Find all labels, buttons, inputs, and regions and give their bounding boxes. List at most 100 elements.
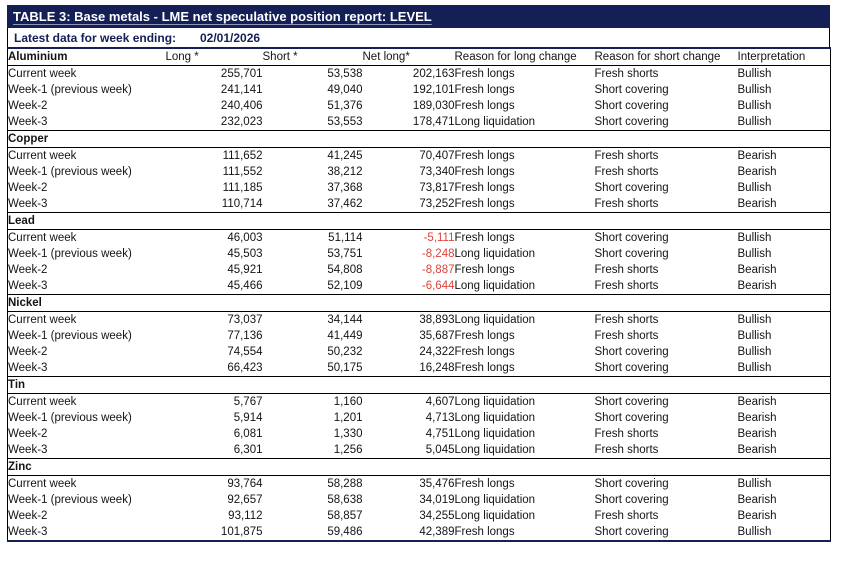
interpretation-value: Bearish (737, 196, 831, 213)
long-value: 93,112 (228, 510, 263, 522)
short-value: 54,808 (327, 264, 363, 276)
table-row: Current week 5,767 1,160 4,607 Long liquidat… (8, 394, 831, 411)
net-long-value: 35,476 (419, 478, 455, 490)
interpretation-value: Bullish (737, 68, 772, 80)
metal-section-row: Tin (7, 376, 831, 394)
reason-short-change: Short covering (594, 526, 669, 538)
interpretation-value: Bullish (737, 330, 772, 342)
table-row: Week-3 66,423 50,175 16,248 Fresh longs Short… (7, 360, 831, 377)
interpretation-value: Bullish (737, 114, 831, 131)
reason-long-change: Long liquidation (454, 396, 536, 408)
reason-long-change: Long liquidation (454, 278, 595, 295)
short-value: 58,857 (327, 510, 363, 522)
long-value: 45,466 (165, 278, 263, 295)
report-table-frame: TABLE 3: Base metals - LME net speculati… (7, 5, 831, 542)
reason-short-change: Short covering (594, 114, 738, 131)
table-row: Current week 255,701 53,538 202,163 Fresh lo… (8, 66, 831, 83)
short-value: 34,144 (327, 314, 363, 326)
interpretation-value: Bearish (737, 166, 777, 178)
table-row: Week-2 74,554 50,232 24,322 Fresh longs Short… (8, 344, 831, 360)
interpretation-value: Bullish (737, 100, 772, 112)
metal-name: Nickel (7, 294, 831, 312)
reason-short-change: Fresh shorts (594, 278, 738, 295)
positions-table: Aluminium Long * Short * Net long* Reason fo… (7, 47, 831, 542)
week-label: Week-1 (previous week) (8, 494, 132, 506)
table-row: Week-1 (previous week) 45,503 53,751 -8,248… (8, 246, 831, 262)
week-label: Week-2 (8, 264, 48, 276)
week-ending-date: 02/01/2026 (200, 30, 261, 45)
long-value: 6,081 (233, 428, 263, 440)
short-value: 58,638 (327, 494, 363, 506)
net-long-value: 73,252 (362, 196, 455, 213)
reason-long-change: Fresh longs (454, 264, 515, 276)
column-header-row: Aluminium Long * Short * Net long* Reason fo… (7, 48, 831, 66)
short-value: 41,449 (327, 330, 363, 342)
interpretation-value: Bullish (737, 232, 772, 244)
page-title: TABLE 3: Base metals - LME net speculati… (13, 9, 432, 24)
net-long-value: 4,713 (425, 412, 455, 424)
reason-long-change: Fresh longs (454, 182, 515, 194)
long-value: 232,023 (165, 114, 263, 131)
long-value: 74,554 (227, 346, 263, 358)
column-header-long: Long * (165, 48, 263, 66)
long-value: 93,764 (227, 478, 263, 490)
long-value: 45,503 (227, 248, 263, 260)
table-row: Week-1 (previous week) 5,914 1,201 4,713 Lon… (8, 410, 831, 426)
metal-name: Aluminium (7, 48, 166, 66)
table-row: Week-3 110,714 37,462 73,252 Fresh longs Fres… (7, 196, 831, 213)
interpretation-value: Bearish (737, 150, 777, 162)
reason-long-change: Long liquidation (454, 248, 536, 260)
net-long-value: 202,163 (412, 68, 455, 80)
long-value: 241,141 (220, 84, 263, 96)
net-long-value: -6,644 (362, 278, 455, 295)
net-long-value: 189,030 (412, 100, 455, 112)
week-label: Week-1 (previous week) (8, 412, 132, 424)
reason-short-change: Fresh shorts (594, 264, 659, 276)
reason-long-change: Long liquidation (454, 114, 595, 131)
week-label: Week-3 (7, 278, 166, 295)
week-label: Week-2 (8, 428, 48, 440)
long-value: 73,037 (227, 314, 263, 326)
net-long-value: -5,111 (423, 232, 455, 244)
positions-table-body: Aluminium Long * Short * Net long* Reason fo… (7, 48, 831, 541)
interpretation-value: Bearish (737, 494, 777, 506)
short-value: 37,462 (262, 196, 363, 213)
week-ending-label: Latest data for week ending: (14, 30, 177, 45)
reason-long-change: Fresh longs (454, 232, 515, 244)
reason-short-change: Short covering (594, 248, 669, 260)
reason-long-change: Fresh longs (454, 196, 595, 213)
reason-short-change: Short covering (594, 346, 669, 358)
interpretation-value: Bullish (737, 526, 772, 538)
short-value: 53,538 (327, 68, 363, 80)
table-row: Week-2 111,185 37,368 73,817 Fresh longs Shor… (8, 180, 831, 196)
column-header-net-long: Net long* (362, 48, 455, 66)
table-row: Current week 73,037 34,144 38,893 Long liqui… (8, 312, 831, 329)
interpretation-value: Bullish (737, 360, 831, 377)
reason-long-change: Fresh longs (454, 478, 515, 490)
short-value: 53,751 (327, 248, 363, 260)
table-row: Week-3 6,301 1,256 5,045 Long liquidation Fre… (7, 442, 831, 459)
reason-short-change: Short covering (594, 84, 669, 96)
interpretation-value: Bearish (737, 510, 777, 522)
reason-short-change: Short covering (594, 396, 669, 408)
metal-name: Tin (7, 376, 831, 394)
short-value: 1,256 (262, 442, 363, 459)
short-value: 59,486 (327, 526, 363, 538)
title-bar: TABLE 3: Base metals - LME net speculati… (7, 5, 830, 28)
table-row: Week-1 (previous week) 77,136 41,449 35,687… (8, 328, 831, 344)
long-value: 46,003 (227, 232, 263, 244)
net-long-value: 5,045 (362, 442, 455, 459)
table-row: Week-2 240,406 51,376 189,030 Fresh longs Sho… (8, 98, 831, 114)
metal-section-row: Zinc (7, 458, 831, 476)
week-label: Week-2 (8, 346, 48, 358)
reason-long-change: Fresh longs (454, 100, 515, 112)
net-long-value: 73,340 (419, 166, 455, 178)
net-long-value: 4,607 (425, 396, 455, 408)
reason-short-change: Short covering (594, 412, 669, 424)
reason-long-change: Long liquidation (454, 428, 536, 440)
week-label: Current week (8, 314, 77, 326)
metal-name: Zinc (7, 458, 831, 476)
week-label: Week-1 (previous week) (8, 248, 132, 260)
week-label: Week-2 (8, 510, 48, 522)
metal-section-row: Copper (7, 130, 831, 148)
